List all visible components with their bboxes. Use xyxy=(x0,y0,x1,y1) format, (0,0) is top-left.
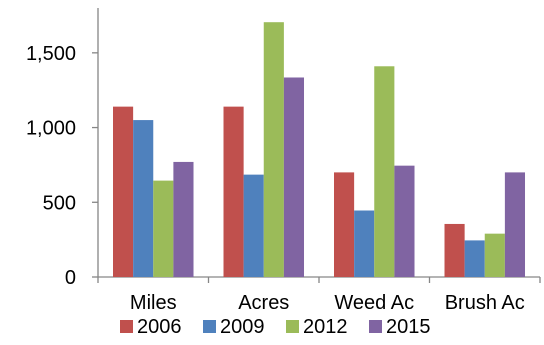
bar-2006-brush-ac xyxy=(444,223,465,277)
bar-2006-acres xyxy=(223,106,244,277)
bar-2006-weed-ac xyxy=(334,172,355,277)
bar-2009-brush-ac xyxy=(464,240,485,277)
bar-2015-weed-ac xyxy=(394,165,415,277)
x-category-label: Miles xyxy=(130,292,177,314)
bar-2012-miles xyxy=(153,180,174,277)
bar-2006-miles xyxy=(113,106,134,277)
bar-2009-weed-ac xyxy=(354,210,375,277)
legend-swatch-2015 xyxy=(369,320,382,333)
legend: 2006 2009 2012 2015 xyxy=(120,316,431,338)
y-axis-ticks: 0 500 1,000 1,500 xyxy=(26,43,98,289)
bar-2012-brush-ac xyxy=(484,233,505,277)
bar-2015-acres xyxy=(283,77,305,278)
legend-label: 2012 xyxy=(303,316,348,338)
legend-swatch-2012 xyxy=(286,320,299,333)
legend-label: 2009 xyxy=(220,316,265,338)
bar-2015-brush-ac xyxy=(504,172,526,277)
x-category-label: Acres xyxy=(238,292,289,314)
x-category-label: Weed Ac xyxy=(334,292,414,314)
x-category-label: Brush Ac xyxy=(445,292,525,314)
y-tick-label: 0 xyxy=(65,267,76,289)
legend-label: 2006 xyxy=(137,316,182,338)
y-tick-label: 500 xyxy=(43,192,76,214)
bar-2012-weed-ac xyxy=(374,66,395,277)
bar-2009-acres xyxy=(243,174,264,277)
y-tick-label: 1,500 xyxy=(26,43,76,65)
legend-label: 2015 xyxy=(386,316,431,338)
legend-swatch-2006 xyxy=(120,320,133,333)
bar-2015-miles xyxy=(173,161,194,277)
legend-swatch-2009 xyxy=(203,320,216,333)
x-axis-labels: Miles Acres Weed Ac Brush Ac xyxy=(130,292,525,314)
bar-2009-miles xyxy=(133,120,154,277)
bar-2012-acres xyxy=(263,22,284,278)
y-tick-label: 1,000 xyxy=(26,118,76,140)
bar-series xyxy=(113,22,526,278)
